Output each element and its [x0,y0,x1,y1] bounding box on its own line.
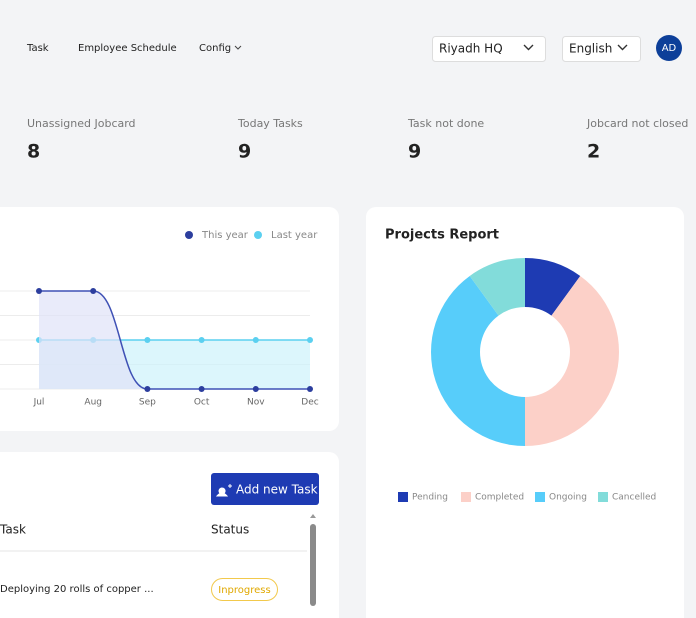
legend-swatch [461,492,471,502]
chevron [234,45,242,50]
point [144,337,151,343]
point [198,337,205,343]
avatar-initials: AD [662,43,677,54]
scrollbar-thumb[interactable] [310,524,316,606]
add-task-label: Add new Task [236,483,318,497]
stat-label: Task not done [407,117,484,130]
point [252,386,259,392]
x-tick-label: Sep [139,398,156,408]
status-badge [211,578,278,601]
status-label: Inprogress [218,585,270,596]
avatar[interactable] [656,35,682,61]
chart-title: Projects Report [385,228,499,243]
language-value: English [569,42,612,56]
column-header: Status [211,523,249,537]
task-name: Deploying 20 rolls of copper ... [0,584,154,595]
legend-label: Last year [271,230,318,241]
point [90,288,97,294]
stat-label: Unassigned Jobcard [27,117,136,130]
legend-swatch [598,492,608,502]
x-tick-label: Oct [194,398,210,408]
x-tick-label: Jul [33,398,45,408]
point [198,386,205,392]
donut-slice [525,258,581,316]
stat-label: Jobcard not closed [586,117,688,130]
x-tick-label: Aug [84,398,102,408]
nav-item[interactable]: Task [26,43,49,54]
nav-item[interactable]: Employee Schedule [78,43,177,54]
stat-value: 2 [587,141,600,163]
stat-value: 8 [27,141,40,163]
language-select[interactable] [562,36,641,62]
location-select[interactable] [432,36,546,62]
donut-slice [430,275,525,446]
donut-slice [469,258,525,316]
legend-dot [254,231,262,239]
chevron [617,44,628,51]
stat-label: Today Tasks [237,117,303,130]
area-fill [39,291,310,389]
scroll-arrow [310,514,316,518]
legend-swatch [398,492,408,502]
legend-dot [185,231,193,239]
legend-label: This year [201,230,249,241]
point [307,337,313,343]
x-tick-label: Dec [301,398,318,408]
point [252,337,259,343]
add-user-icon [215,484,232,497]
x-tick-label: Nov [247,398,265,408]
point [307,386,313,392]
stat-value: 9 [408,141,421,163]
legend-label: Ongoing [549,493,587,503]
location-value: Riyadh HQ [439,42,503,56]
legend-label: Cancelled [612,493,656,503]
nav-item[interactable]: Config [199,43,231,54]
add-task-button[interactable] [211,473,319,505]
chevron [523,44,534,51]
column-header: Task [0,523,26,537]
legend-swatch [535,492,545,502]
donut-slice [525,275,619,446]
stat-value: 9 [238,141,251,163]
legend-label: Completed [475,493,524,503]
point [144,386,151,392]
legend-label: Pending [412,493,448,503]
point [36,288,42,294]
